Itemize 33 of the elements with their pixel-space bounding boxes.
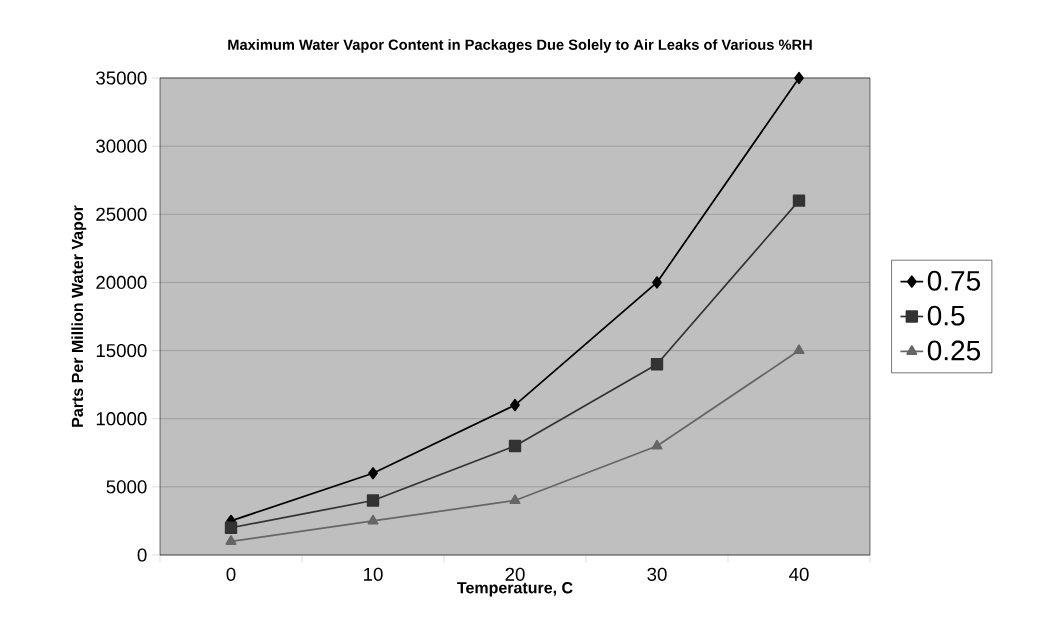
point xyxy=(367,514,379,525)
point xyxy=(224,521,238,534)
y-tick-label: 15000 xyxy=(96,343,147,358)
point xyxy=(650,357,664,371)
x-tick-label: 10 xyxy=(364,567,383,581)
y-tick-label: 30000 xyxy=(96,139,147,153)
x-tick-label: 40 xyxy=(789,567,809,581)
x-tick-label: 20 xyxy=(505,567,525,581)
y-tick-label: 35000 xyxy=(96,71,147,85)
y-tick-label: 0 xyxy=(137,548,147,562)
point xyxy=(366,494,380,507)
y-tick-label: 25000 xyxy=(96,207,147,221)
legend-label: 0.5 xyxy=(927,305,965,326)
x-tick-label: 0 xyxy=(226,567,236,581)
point xyxy=(508,439,522,453)
point xyxy=(225,535,237,545)
point xyxy=(794,71,804,85)
point xyxy=(368,467,378,480)
point xyxy=(651,439,663,450)
point xyxy=(509,494,521,505)
legend-label: 0.75 xyxy=(927,270,981,291)
chart-title: Maximum Water Vapor Content in Packages Due Solely to Air Leaks of Various %RH xyxy=(228,39,812,53)
point xyxy=(510,398,520,412)
y-axis-title: Parts Per Million Water Vapor xyxy=(71,205,87,427)
x-tick-label: 30 xyxy=(647,567,667,581)
point xyxy=(652,276,662,289)
x-axis-title: Temperature, C xyxy=(457,582,573,597)
y-tick-label: 20000 xyxy=(96,275,147,290)
point xyxy=(793,344,805,355)
point xyxy=(792,194,806,207)
y-tick-label: 10000 xyxy=(96,412,147,426)
y-tick-label: 5000 xyxy=(106,480,147,494)
legend-label: 0.25 xyxy=(927,340,981,361)
